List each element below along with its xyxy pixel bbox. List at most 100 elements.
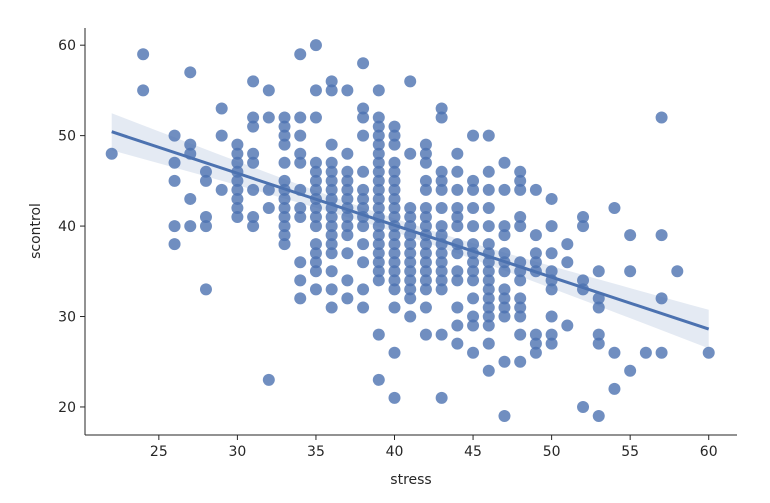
data-point — [325, 265, 338, 278]
data-point — [199, 283, 212, 296]
data-point — [419, 147, 432, 160]
data-point — [655, 229, 668, 242]
data-point — [341, 84, 354, 97]
data-point — [592, 410, 605, 423]
x-tick-label: 60 — [700, 444, 718, 460]
data-point — [372, 111, 385, 124]
data-point — [514, 310, 527, 323]
data-point — [435, 274, 448, 287]
data-point — [467, 319, 480, 332]
data-point — [404, 310, 417, 323]
data-point — [372, 165, 385, 178]
data-point — [467, 238, 480, 251]
data-point — [388, 192, 401, 205]
data-point — [388, 138, 401, 151]
data-point — [482, 129, 495, 142]
data-point — [294, 129, 307, 142]
data-point — [529, 183, 542, 196]
data-point — [482, 283, 495, 296]
data-point — [451, 301, 464, 314]
data-point — [419, 138, 432, 151]
x-tick-label: 55 — [621, 444, 639, 460]
data-point — [388, 247, 401, 260]
data-point — [357, 183, 370, 196]
data-point — [467, 310, 480, 323]
data-point — [498, 220, 511, 233]
data-point — [467, 274, 480, 287]
data-point — [262, 84, 275, 97]
data-point — [357, 256, 370, 269]
x-tick-label: 25 — [150, 444, 168, 460]
data-point — [199, 211, 212, 224]
data-point — [372, 265, 385, 278]
data-point — [655, 292, 668, 305]
data-point — [309, 238, 322, 251]
data-point — [577, 220, 590, 233]
x-tick-label: 40 — [386, 444, 404, 460]
data-point — [247, 120, 260, 133]
data-point — [372, 192, 385, 205]
data-point — [372, 201, 385, 214]
data-point — [325, 183, 338, 196]
x-axis-label: stress — [390, 472, 431, 488]
data-point — [309, 211, 322, 224]
data-point — [294, 201, 307, 214]
data-point — [294, 156, 307, 169]
data-point — [451, 337, 464, 350]
data-point — [498, 410, 511, 423]
y-axis-label: scontrol — [28, 203, 44, 259]
data-point — [168, 220, 181, 233]
data-point — [451, 211, 464, 224]
data-point — [435, 111, 448, 124]
data-point — [451, 201, 464, 214]
data-point — [467, 129, 480, 142]
data-point — [451, 183, 464, 196]
data-point — [482, 256, 495, 269]
data-point — [624, 265, 637, 278]
data-point — [372, 120, 385, 133]
y-tick-label: 60 — [58, 38, 76, 54]
data-point — [592, 328, 605, 341]
data-point — [482, 292, 495, 305]
data-point — [309, 220, 322, 233]
data-point — [357, 201, 370, 214]
data-point — [404, 211, 417, 224]
data-point — [388, 211, 401, 224]
data-point — [451, 247, 464, 260]
data-point — [404, 247, 417, 260]
data-point — [498, 355, 511, 368]
data-point — [247, 147, 260, 160]
x-tick-label: 45 — [464, 444, 482, 460]
data-point — [482, 183, 495, 196]
data-point — [325, 211, 338, 224]
data-point — [419, 274, 432, 287]
data-point — [404, 265, 417, 278]
data-point — [372, 147, 385, 160]
y-tick-label: 40 — [58, 219, 76, 235]
data-point — [467, 292, 480, 305]
data-point — [624, 364, 637, 377]
data-point — [294, 292, 307, 305]
data-point — [608, 382, 621, 395]
data-point — [592, 292, 605, 305]
data-point — [467, 174, 480, 187]
data-point — [404, 256, 417, 269]
data-point — [278, 174, 291, 187]
data-point — [137, 84, 150, 97]
data-point — [341, 192, 354, 205]
data-point — [435, 201, 448, 214]
data-point — [309, 201, 322, 214]
data-point — [419, 328, 432, 341]
data-point — [372, 247, 385, 260]
data-point — [592, 301, 605, 314]
data-point — [498, 247, 511, 260]
data-point — [372, 238, 385, 251]
data-point — [498, 183, 511, 196]
data-point — [231, 147, 244, 160]
data-point — [184, 138, 197, 151]
data-point — [482, 310, 495, 323]
data-point — [388, 256, 401, 269]
data-point — [482, 364, 495, 377]
data-point — [451, 319, 464, 332]
data-point — [388, 201, 401, 214]
